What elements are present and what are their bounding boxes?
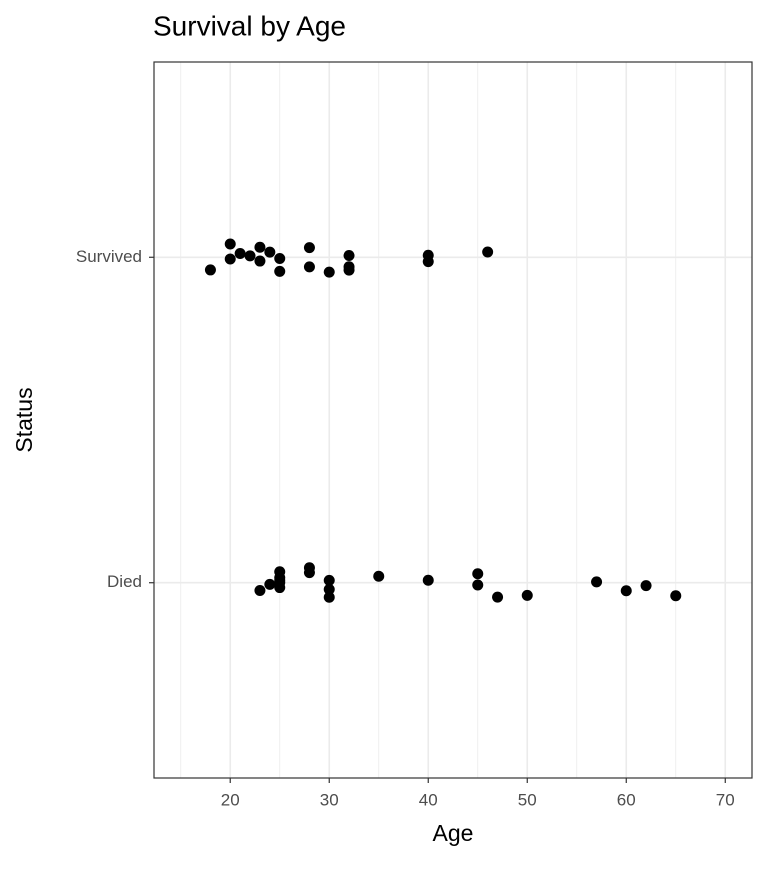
y-tick-label: Died: [107, 572, 142, 591]
point: [303, 567, 315, 579]
point: [472, 579, 484, 591]
point: [670, 590, 682, 602]
x-tick-label: 50: [518, 790, 537, 809]
point: [274, 577, 286, 589]
grid: [154, 62, 752, 778]
y-tick-label: Survived: [76, 247, 142, 266]
y-axis-label: Status: [11, 387, 37, 452]
marks: [204, 238, 682, 603]
point: [422, 574, 434, 586]
point: [492, 591, 504, 603]
point: [274, 252, 286, 264]
point: [244, 250, 256, 262]
point: [620, 585, 632, 597]
point: [323, 574, 335, 586]
point: [234, 247, 246, 259]
point: [343, 250, 355, 262]
point: [264, 578, 276, 590]
x-tick-label: 40: [419, 790, 438, 809]
point: [264, 246, 276, 258]
point: [303, 242, 315, 254]
point: [591, 576, 603, 588]
x-tick-label: 30: [320, 790, 339, 809]
panel-border: [153, 61, 753, 779]
chart-title: Survival by Age: [153, 10, 346, 41]
point: [254, 255, 266, 267]
point: [204, 264, 216, 276]
point: [303, 261, 315, 273]
point: [521, 589, 533, 601]
point: [343, 264, 355, 276]
point: [274, 265, 286, 277]
point: [323, 266, 335, 278]
point: [224, 238, 236, 250]
point: [472, 568, 484, 580]
x-axis-label: Age: [433, 820, 474, 846]
x-tick-label: 60: [617, 790, 636, 809]
x-tick-label: 70: [716, 790, 735, 809]
point: [482, 246, 494, 258]
point: [422, 256, 434, 268]
point: [224, 253, 236, 265]
point: [323, 583, 335, 595]
point: [640, 580, 652, 592]
point: [373, 570, 385, 582]
point: [254, 241, 266, 253]
point: [254, 585, 266, 597]
x-tick-label: 20: [221, 790, 240, 809]
point: [323, 591, 335, 603]
